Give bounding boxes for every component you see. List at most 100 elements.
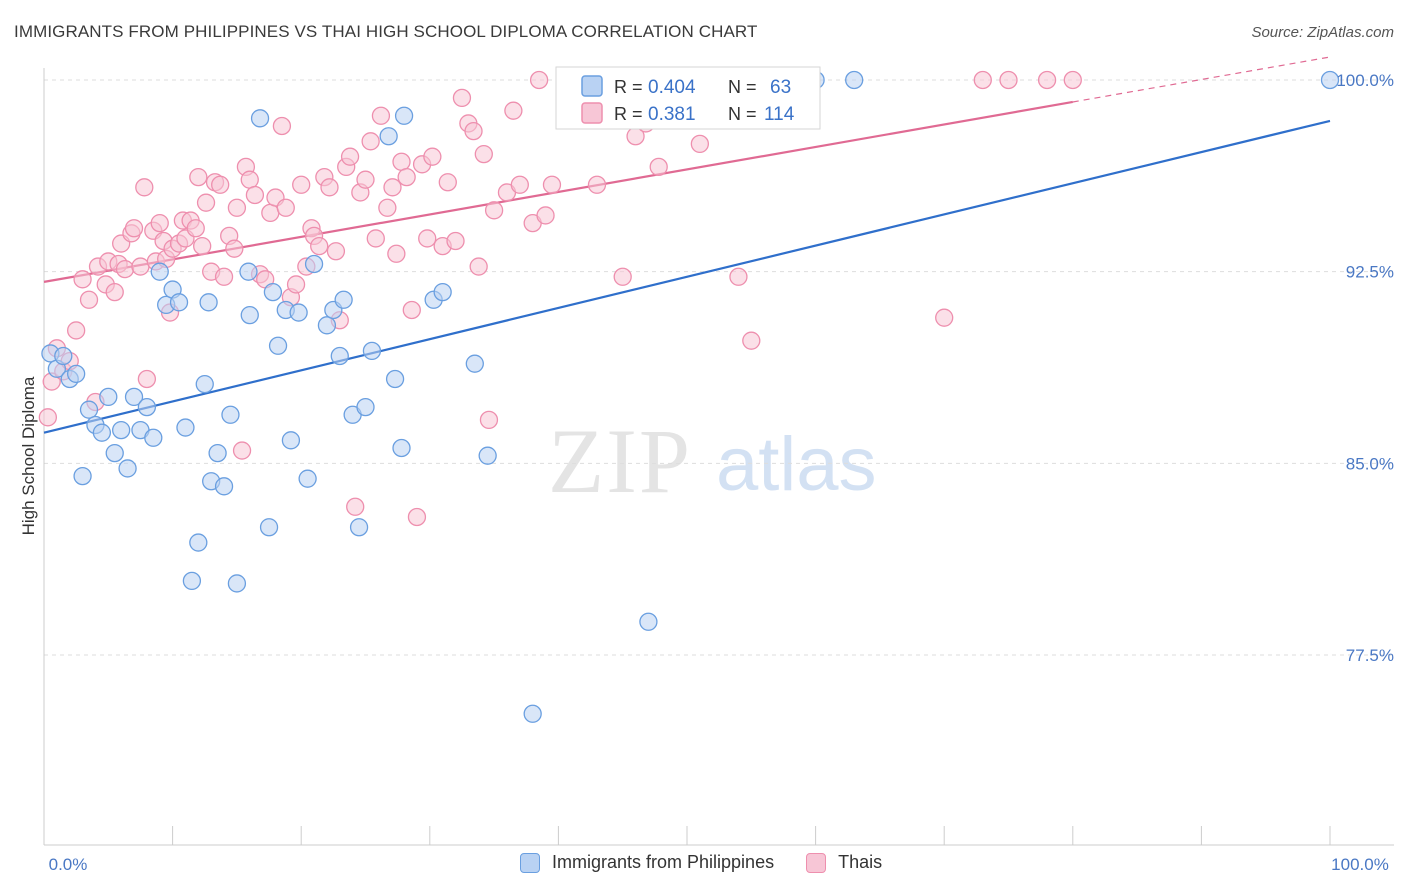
data-point-thais	[276, 198, 295, 217]
data-point-philippines	[259, 518, 279, 537]
data-point-philippines	[73, 466, 92, 486]
data-point-thais	[310, 236, 329, 256]
data-point-philippines	[240, 305, 259, 325]
data-point-thais	[613, 267, 632, 286]
data-point-philippines	[195, 374, 214, 394]
data-point-philippines	[356, 397, 375, 417]
data-point-philippines	[199, 293, 218, 312]
data-point-thais	[542, 175, 562, 194]
data-point-philippines	[189, 533, 208, 552]
data-point-thais	[484, 201, 504, 220]
data-point-thais	[326, 242, 346, 261]
y-tick-label: 85.0%	[1346, 454, 1394, 473]
data-point-thais	[387, 244, 406, 263]
data-point-philippines	[349, 518, 369, 537]
data-point-philippines	[281, 431, 301, 450]
data-point-thais	[340, 147, 360, 166]
legend-n-label-2: N =	[728, 104, 757, 124]
data-point-philippines	[169, 293, 189, 312]
data-point-philippines	[112, 420, 131, 440]
data-point-thais	[272, 116, 292, 136]
data-point-thais	[999, 70, 1018, 90]
y-axis-label: High School Diploma	[19, 376, 38, 535]
legend-swatch-philippines-bottom	[520, 852, 540, 873]
data-point-philippines	[221, 405, 240, 424]
data-point-philippines	[54, 346, 73, 366]
data-point-thais	[446, 231, 465, 251]
x-tick-label-min: 0.0%	[49, 855, 88, 874]
data-point-thais	[73, 270, 92, 289]
data-point-thais	[479, 410, 499, 430]
data-point-thais	[186, 219, 205, 238]
data-point-thais	[529, 70, 549, 90]
data-point-philippines	[433, 282, 452, 302]
data-point-thais	[418, 229, 437, 248]
data-point-philippines	[317, 316, 337, 335]
data-point-thais	[189, 167, 208, 187]
data-point-philippines	[1320, 70, 1340, 90]
data-point-thais	[474, 144, 493, 164]
stats-legend: R = 0.404 N = 63 R = 0.381 N = 114	[555, 66, 821, 130]
legend-n-value-1: 63	[770, 77, 791, 98]
data-point-thais	[423, 147, 442, 166]
data-point-philippines	[227, 574, 247, 593]
data-point-thais	[536, 206, 555, 225]
y-tick-label: 100.0%	[1336, 71, 1394, 90]
data-point-thais	[67, 321, 86, 340]
data-point-thais	[105, 282, 124, 302]
data-point-thais	[407, 507, 427, 527]
data-point-philippines	[379, 127, 398, 146]
data-point-philippines	[263, 282, 283, 302]
data-point-thais	[137, 369, 157, 389]
legend-item-philippines: Immigrants from Philippines	[520, 852, 774, 873]
thais-points	[38, 70, 1082, 527]
data-point-philippines	[362, 341, 382, 361]
data-point-philippines	[478, 446, 497, 465]
data-point-thais	[135, 178, 154, 197]
y-tick-labels: 77.5% 85.0% 92.5% 100.0%	[1336, 71, 1394, 665]
legend-r-label-1: R =	[614, 77, 643, 97]
data-point-thais	[261, 203, 280, 223]
data-point-thais	[397, 167, 416, 187]
data-point-thais	[286, 275, 306, 294]
data-point-thais	[150, 213, 169, 233]
philippines-points	[41, 70, 1340, 723]
data-point-thais	[361, 132, 380, 151]
data-point-philippines	[144, 428, 163, 447]
data-point-philippines	[99, 387, 118, 407]
legend-r-value-2: 0.381	[648, 104, 696, 125]
trend-line-thais-extension	[1072, 56, 1331, 103]
data-point-philippines	[67, 364, 86, 384]
legend-r-label-2: R =	[614, 104, 643, 124]
data-point-thais	[452, 88, 472, 108]
data-point-philippines	[523, 704, 542, 723]
data-point-thais	[729, 267, 748, 286]
source-label: Source: ZipAtlas.com	[1251, 24, 1394, 41]
data-point-thais	[292, 175, 311, 194]
data-point-philippines	[118, 459, 137, 478]
data-point-philippines	[105, 443, 124, 463]
data-point-thais	[469, 257, 488, 276]
data-point-philippines	[385, 369, 405, 389]
data-point-thais	[742, 331, 761, 350]
data-point-thais	[346, 497, 365, 516]
data-point-thais	[464, 121, 483, 141]
data-point-philippines	[304, 254, 324, 274]
data-point-philippines	[150, 262, 169, 281]
legend-swatch-thais	[581, 102, 603, 124]
data-point-philippines	[334, 290, 353, 309]
legend-label-philippines: Immigrants from Philippines	[552, 852, 775, 872]
data-point-thais	[320, 178, 339, 197]
data-point-thais	[587, 175, 607, 194]
data-point-thais	[211, 175, 230, 194]
x-ticks	[43, 826, 1331, 845]
data-point-philippines	[182, 571, 202, 591]
data-point-philippines	[239, 262, 258, 281]
x-tick-label-max: 100.0%	[1331, 855, 1389, 874]
legend-item-thais: Thais	[806, 852, 882, 873]
data-point-thais	[649, 157, 668, 177]
data-point-philippines	[79, 400, 99, 419]
data-point-philippines	[137, 397, 157, 417]
data-point-philippines	[465, 354, 484, 373]
legend-swatch-philippines	[581, 75, 603, 97]
